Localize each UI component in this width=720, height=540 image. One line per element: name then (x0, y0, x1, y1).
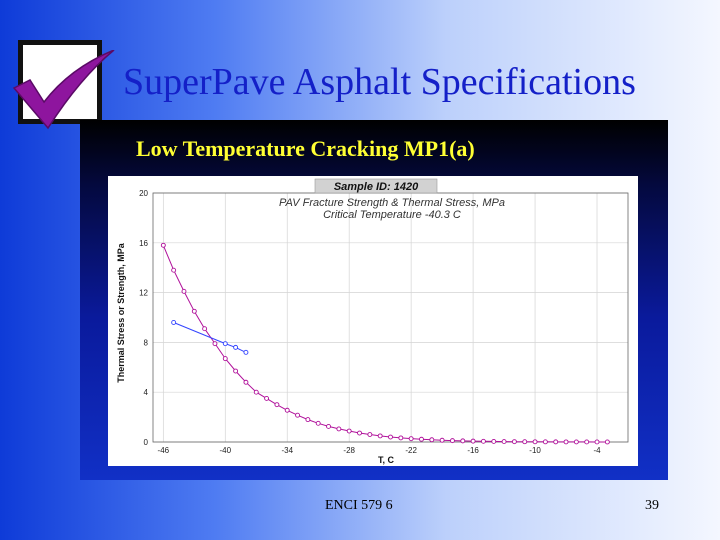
thermal-stress-point (563, 439, 569, 445)
thermal-stress-point (284, 407, 290, 413)
y-axis-label: Thermal Stress or Strength, MPa (116, 242, 126, 383)
thermal-stress-point (315, 420, 321, 426)
chart-frame: -46 -40 -34 -28 -22 -16 -10 -4 0 4 8 12 16 20 Sample … (108, 176, 638, 466)
x-axis-label: T, C (378, 455, 395, 465)
thermal-stress-point (346, 428, 352, 434)
fracture-strength-line (173, 322, 247, 353)
chart-panel: Low Temperature Cracking MP1(a) -46 -40 -3… (80, 120, 668, 480)
panel-title: Low Temperature Cracking MP1(a) (136, 136, 475, 161)
y-tick-label: 12 (139, 289, 148, 298)
fracture-strength-point (222, 341, 228, 347)
y-tick-label: 0 (144, 438, 149, 447)
x-tick-label: -10 (529, 446, 541, 455)
x-tick-label: -40 (220, 446, 232, 455)
thermal-stress-point (171, 267, 177, 273)
thermal-stress-point (429, 437, 435, 443)
thermal-stress-point (336, 426, 342, 432)
thermal-stress-point (604, 439, 610, 445)
thermal-stress-point (357, 430, 362, 436)
thermal-stress-point (594, 439, 600, 445)
checkmark-icon (12, 50, 115, 130)
y-tick-label: 8 (144, 338, 149, 347)
thermal-stress-point (264, 395, 270, 401)
thermal-stress-point (181, 288, 187, 294)
thermal-stress-point (212, 341, 218, 347)
thermal-stress-point (460, 438, 466, 444)
thermal-stress-point (480, 438, 486, 444)
annotation-line-1: PAV Fracture Strength & Thermal Stress, … (279, 197, 505, 209)
thermal-stress-point (584, 439, 590, 445)
slide-title: SuperPave Asphalt Specifications (123, 61, 636, 103)
x-tick-label: -16 (467, 446, 479, 455)
thermal-stress-point (243, 379, 249, 385)
y-tick-label: 20 (139, 189, 148, 198)
thermal-stress-point (191, 308, 197, 314)
thermal-stress-point (388, 434, 393, 440)
thermal-stress-point (377, 433, 383, 439)
x-tick-label: -4 (593, 446, 601, 455)
thermal-stress-point (326, 423, 331, 429)
fracture-strength-point (233, 344, 239, 350)
thermal-stress-point (222, 356, 228, 362)
thermal-stress-point (553, 439, 559, 445)
thermal-stress-point (450, 438, 455, 444)
thermal-stress-point (408, 436, 414, 442)
y-tick-label: 4 (144, 388, 149, 397)
thermal-stress-point (274, 402, 280, 408)
thermal-stress-point (439, 437, 445, 443)
thermal-stress-point (295, 412, 301, 418)
thermal-stress-point (491, 438, 497, 444)
thermal-stress-point (202, 326, 208, 332)
thermal-stress-point (511, 439, 517, 445)
plot-border (152, 192, 629, 443)
thermal-stress-point (573, 439, 579, 445)
fracture-strength-point (171, 320, 177, 325)
footer-page-number: 39 (645, 498, 659, 513)
thermal-stress-point (233, 368, 239, 374)
thermal-stress-point (532, 439, 538, 445)
x-tick-label: -22 (405, 446, 417, 455)
thermal-stress-point (367, 432, 373, 437)
thermal-stress-point (470, 438, 476, 444)
thermal-stress-point (522, 439, 528, 445)
thermal-stress-line (162, 245, 608, 443)
x-tick-label: -28 (343, 446, 355, 455)
thermal-stress-point (253, 389, 259, 395)
y-tick-label: 16 (139, 239, 148, 248)
sample-id-label: Sample ID: 1420 (334, 181, 419, 193)
x-tick-label: -46 (158, 446, 170, 455)
annotation-line-2: Critical Temperature -40.3 C (323, 209, 461, 221)
footer-course: ENCI 579 6 (325, 498, 393, 513)
thermal-stress-point (160, 242, 166, 248)
thermal-stress-point (542, 439, 548, 445)
sample-id-box (314, 178, 438, 194)
thermal-stress-point (398, 435, 404, 441)
thermal-stress-point (305, 417, 311, 423)
thermal-stress-point (419, 436, 424, 442)
fracture-strength-point (243, 349, 249, 355)
thermal-stress-point (501, 439, 507, 445)
x-tick-label: -34 (281, 446, 293, 455)
